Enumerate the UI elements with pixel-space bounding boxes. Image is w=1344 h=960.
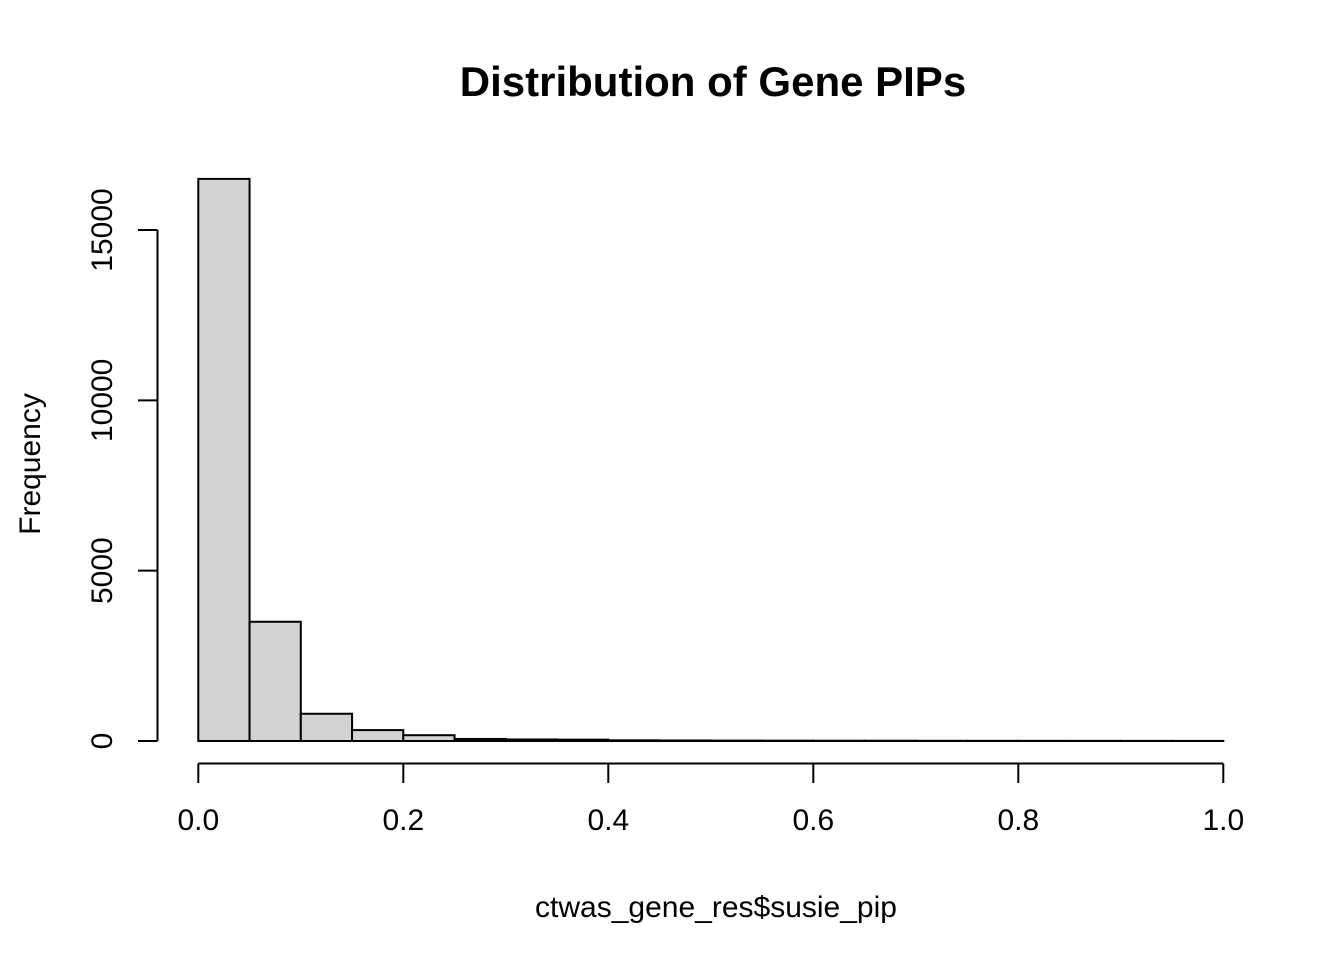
x-axis-tick-label: 0.8 [997,804,1039,837]
histogram-bar [453,737,507,743]
x-axis-tick-label: 0.6 [792,804,834,837]
y-axis-tick-label: 0 [86,733,119,750]
histogram-bar [197,177,251,742]
histogram-bar [658,739,712,742]
x-axis-title: ctwas_gene_res$susie_pip [535,891,897,924]
x-axis-tick-label: 0.2 [382,804,424,837]
histogram-bar [504,738,559,742]
y-axis-tick-label: 5000 [86,537,119,604]
x-axis-tick-label: 0.0 [177,804,219,837]
x-axis-tick-label: 0.4 [587,804,629,837]
y-axis-title: Frequency [14,393,47,535]
histogram-bar [607,739,661,743]
histogram-bar [351,729,405,742]
chart-title: Distribution of Gene PIPs [460,58,966,105]
histogram-bar [556,738,610,743]
y-axis-tick-label: 15000 [86,188,119,271]
y-axis-tick-label: 10000 [86,359,119,442]
histogram-bar [402,734,456,743]
x-axis-tick-label: 1.0 [1202,804,1244,837]
histogram-bar [248,620,302,743]
x-axis: 0.0 0.2 0.4 0.6 0.8 1.0 [177,762,1244,837]
y-axis: 0 5000 10000 15000 [86,188,159,750]
histogram-bars [197,177,1225,743]
histogram-bar [299,712,354,742]
